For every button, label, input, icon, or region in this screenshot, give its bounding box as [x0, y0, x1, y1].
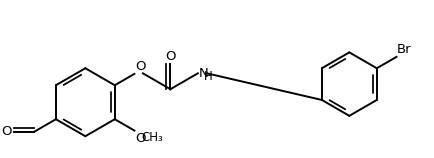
Text: Br: Br: [396, 43, 411, 56]
Text: N: N: [198, 67, 208, 80]
Text: CH₃: CH₃: [141, 131, 163, 144]
Text: O: O: [165, 50, 175, 63]
Text: O: O: [135, 132, 145, 145]
Text: O: O: [1, 125, 12, 138]
Text: H: H: [204, 70, 212, 83]
Text: O: O: [135, 60, 145, 73]
